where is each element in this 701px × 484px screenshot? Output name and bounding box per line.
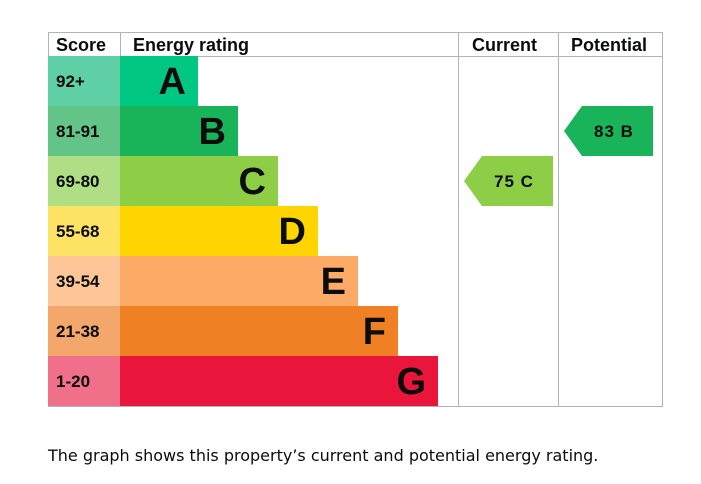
- rating-bar-c: [120, 156, 278, 206]
- rating-bar-f: [120, 306, 398, 356]
- rating-markers: 75 C 83 B: [464, 106, 653, 206]
- header-energy-rating: Energy rating: [133, 35, 249, 55]
- header-score: Score: [56, 35, 106, 55]
- score-range-c: 69-80: [56, 172, 99, 191]
- rating-letter-e: E: [321, 261, 346, 303]
- energy-rating-chart: Score Energy rating Current Potential 92…: [48, 32, 663, 407]
- score-range-f: 21-38: [56, 322, 99, 341]
- rating-bands: 92+ A 81-91 B 69-80 C 55-68 D 39-54 E 21-38 F 1-20 G: [48, 56, 438, 406]
- score-range-g: 1-20: [56, 372, 90, 391]
- potential-rating-label: 83 B: [594, 122, 634, 141]
- score-cell-a: [48, 56, 120, 106]
- score-cell-f: [48, 306, 120, 356]
- current-rating-arrow: [464, 156, 553, 206]
- rating-bar-b: [120, 106, 238, 156]
- rating-letter-g: G: [396, 361, 426, 403]
- potential-rating-arrow: [564, 106, 653, 156]
- chart-caption: The graph shows this property’s current …: [48, 446, 599, 465]
- rating-letter-c: C: [239, 161, 266, 203]
- header-potential: Potential: [571, 35, 647, 55]
- rating-letter-a: A: [159, 61, 186, 103]
- chart-header: Score Energy rating Current Potential: [56, 35, 647, 55]
- score-cell-d: [48, 206, 120, 256]
- score-cell-b: [48, 106, 120, 156]
- rating-letter-b: B: [199, 111, 226, 153]
- rating-bar-a: [120, 56, 198, 106]
- score-range-a: 92+: [56, 72, 85, 91]
- score-cell-c: [48, 156, 120, 206]
- score-cell-e: [48, 256, 120, 306]
- rating-bar-e: [120, 256, 358, 306]
- current-rating-label: 75 C: [494, 172, 534, 191]
- score-range-e: 39-54: [56, 272, 100, 291]
- rating-bar-d: [120, 206, 318, 256]
- score-range-d: 55-68: [56, 222, 99, 241]
- score-cell-g: [48, 356, 120, 406]
- rating-bar-g: [120, 356, 438, 406]
- rating-letter-d: D: [279, 211, 306, 253]
- header-current: Current: [472, 35, 537, 55]
- rating-letter-f: F: [363, 311, 386, 353]
- score-range-b: 81-91: [56, 122, 99, 141]
